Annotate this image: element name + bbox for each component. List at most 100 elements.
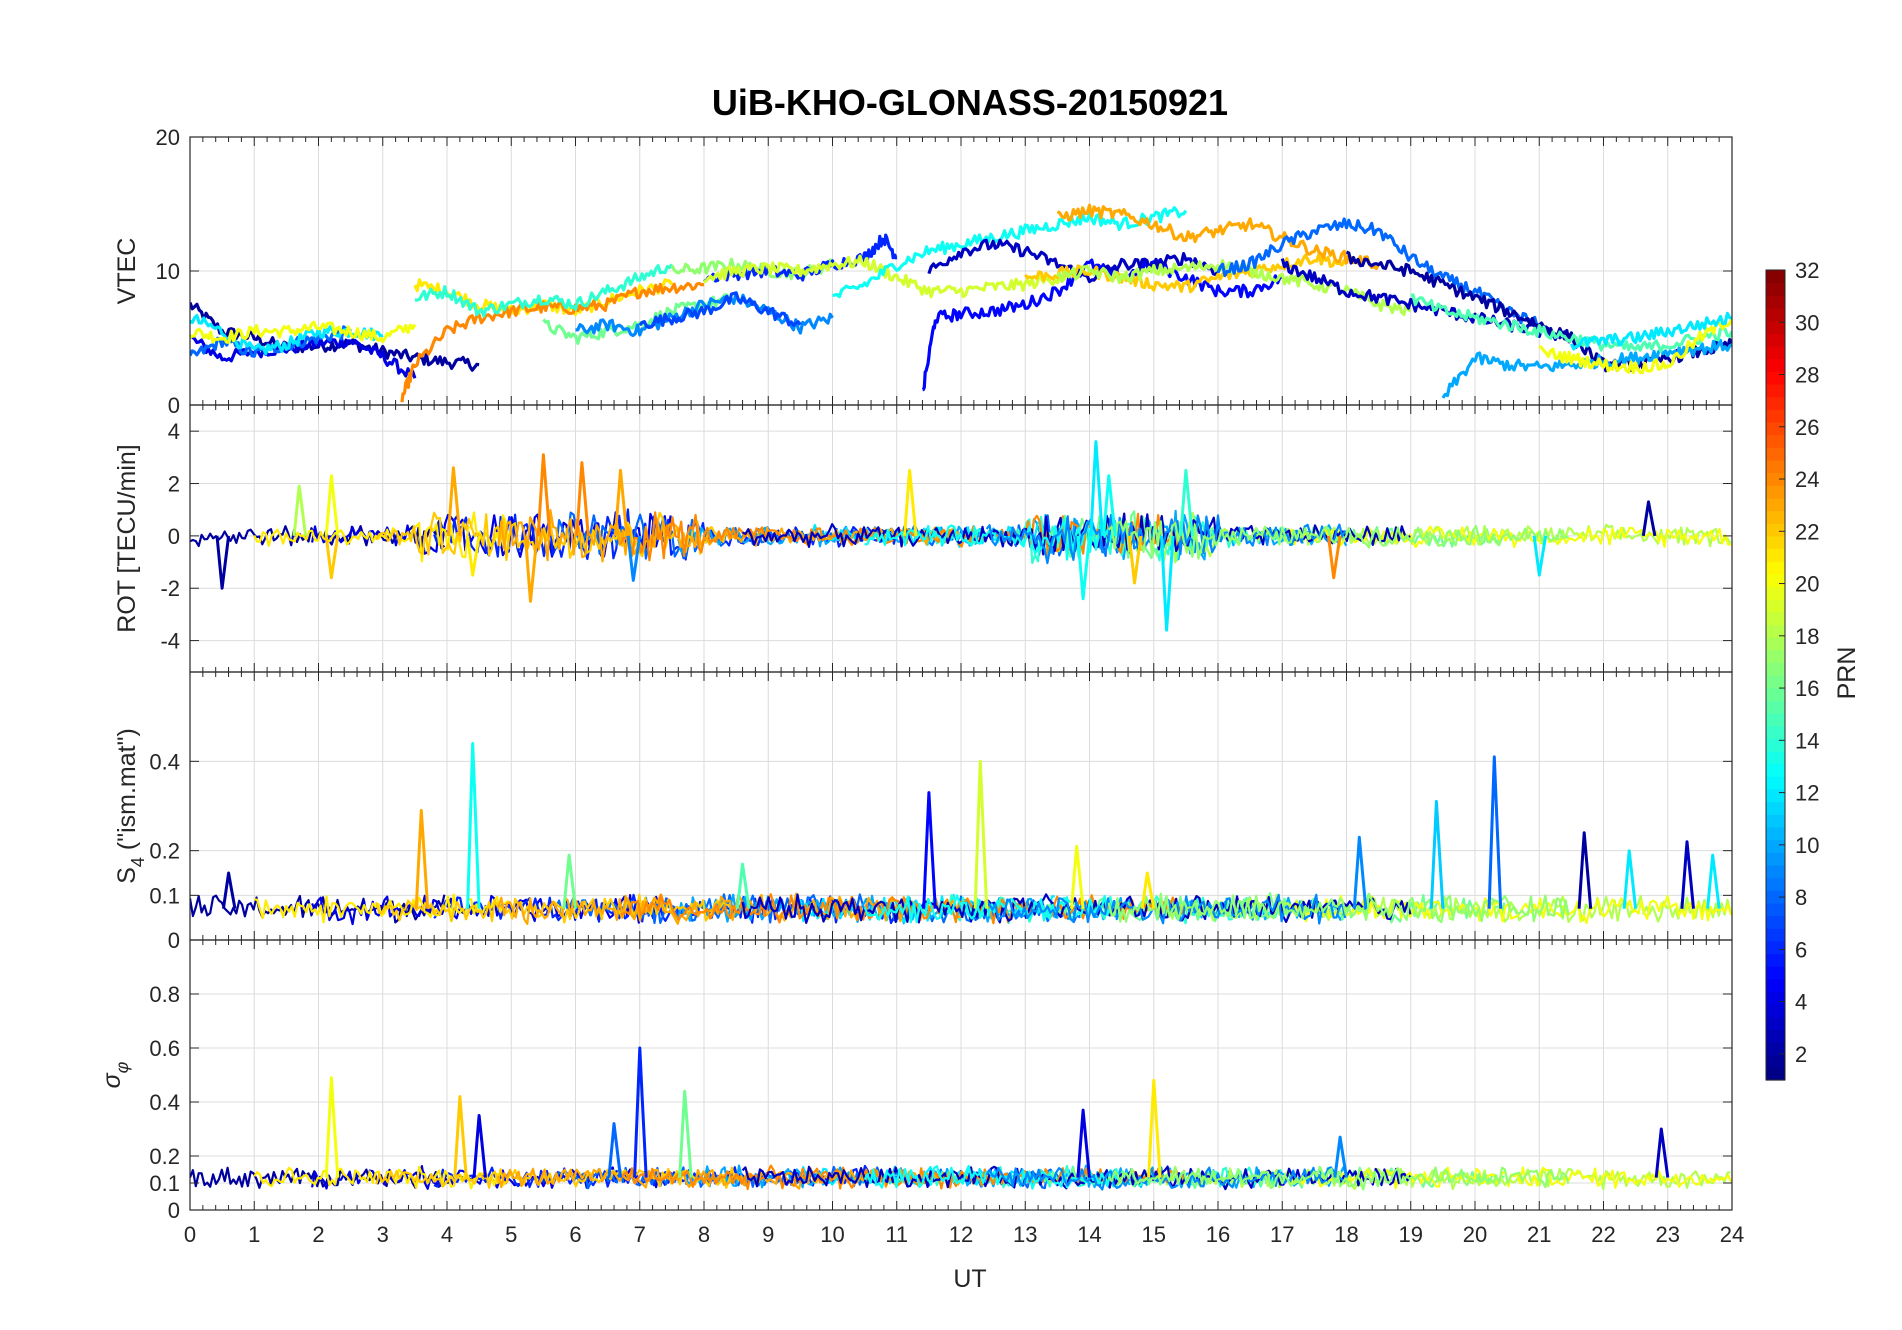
series-prn-13 <box>832 206 1188 299</box>
series-prn-3 <box>1280 258 1573 342</box>
y-tick-label: 0.4 <box>149 1090 180 1115</box>
x-tick-label: 13 <box>1013 1222 1037 1247</box>
colorbar-cell <box>1766 510 1785 524</box>
colorbar-cell <box>1766 738 1785 752</box>
x-tick-label: 5 <box>505 1222 517 1247</box>
colorbar-tick-label: 2 <box>1795 1042 1807 1067</box>
x-ticks <box>189 940 1733 1210</box>
data-layer <box>190 1046 1732 1191</box>
spike-prn-2 <box>1641 500 1657 537</box>
chart-title: UiB-KHO-GLONASS-20150921 <box>712 82 1228 123</box>
spike-prn-13 <box>1076 535 1091 601</box>
x-tick-label: 16 <box>1206 1222 1230 1247</box>
data-layer <box>190 203 1732 403</box>
colorbar-tick-label: 28 <box>1795 363 1819 388</box>
x-tick-label: 3 <box>377 1222 389 1247</box>
y-axis-label: S4 ("ism.mat") <box>113 728 148 884</box>
colorbar-cell <box>1766 485 1785 499</box>
colorbar-cell <box>1766 611 1785 625</box>
series-prn-20 <box>190 320 417 344</box>
spike-prn-11 <box>1429 800 1445 909</box>
spike-prn-18 <box>292 484 308 537</box>
colorbar-cell <box>1766 928 1785 942</box>
colorbar-cell <box>1766 396 1785 410</box>
colorbar-cell <box>1766 675 1785 689</box>
colorbar-cell <box>1766 333 1785 347</box>
series-prn-20 <box>1538 317 1732 375</box>
x-axis-label: UT <box>953 1265 986 1293</box>
colorbar-tick-label: 14 <box>1795 728 1819 753</box>
colorbar-cell <box>1766 649 1785 663</box>
y-axis-label-sub: 4 <box>128 857 148 867</box>
colorbar-cell <box>1766 902 1785 917</box>
spike-prn-23 <box>446 466 462 537</box>
x-tick-label: 1 <box>248 1222 260 1247</box>
series-prn-8 <box>1216 217 1541 328</box>
spike-prn-4 <box>472 1114 487 1178</box>
x-tick-label: 21 <box>1527 1222 1551 1247</box>
colorbar-cell <box>1766 1029 1785 1043</box>
spike-prn-21 <box>466 535 481 577</box>
colorbar-cell <box>1766 282 1785 296</box>
y-tick-label: 10 <box>156 259 180 284</box>
series-prn-19 <box>703 254 1091 299</box>
colorbar-cell <box>1766 586 1785 600</box>
spike-prn-14 <box>1179 468 1194 537</box>
colorbar-cell <box>1766 890 1785 904</box>
trace-prn-14 <box>921 894 1282 925</box>
spike-prn-8 <box>607 1122 622 1178</box>
x-ticks <box>189 137 1733 405</box>
x-tick-label: 22 <box>1591 1222 1615 1247</box>
x-tick-label: 17 <box>1270 1222 1294 1247</box>
series-prn-7 <box>638 291 802 329</box>
colorbar-cell <box>1766 839 1785 853</box>
spike-prn-3 <box>1680 840 1695 909</box>
colorbar-cell <box>1766 358 1785 372</box>
colorbar-cell <box>1766 270 1785 284</box>
colorbar-cell <box>1766 700 1785 714</box>
x-tick-label: 15 <box>1142 1222 1166 1247</box>
colorbar-cell <box>1766 472 1785 486</box>
colorbar-cell <box>1766 1067 1785 1081</box>
colorbar-cell <box>1766 295 1785 309</box>
spike-prn-21 <box>1140 871 1156 909</box>
colorbar-tick-label: 4 <box>1795 990 1807 1015</box>
spike-prn-24 <box>536 453 552 537</box>
spike-prn-13 <box>1102 474 1117 537</box>
colorbar-cell <box>1766 548 1785 562</box>
spike-prn-12 <box>1706 853 1721 909</box>
colorbar-tick-label: 8 <box>1795 885 1807 910</box>
x-tick-label: 23 <box>1656 1222 1680 1247</box>
colorbar-cell <box>1766 940 1785 955</box>
colorbar-cell <box>1766 713 1785 727</box>
x-tick-label: 24 <box>1720 1222 1744 1247</box>
spike-prn-9 <box>1333 1135 1348 1178</box>
colorbar-cell <box>1766 1004 1785 1018</box>
y-axis-label-part: ("ism.mat") <box>113 728 141 857</box>
colorbar-tick-label: 24 <box>1795 467 1819 492</box>
spike-prn-23 <box>613 468 629 537</box>
panel-3: 0.1 0.2 0.4 0 S4 ("ism.mat") <box>113 671 1733 953</box>
colorbar-cell <box>1766 599 1785 613</box>
spike-prn-24 <box>575 461 590 537</box>
colorbar-cell <box>1766 864 1785 879</box>
spike-prn-6 <box>633 1046 648 1178</box>
spike-prn-8 <box>1487 755 1503 909</box>
spike-prn-22 <box>1127 535 1143 585</box>
trace-prn-13 <box>863 894 1120 924</box>
spike-prn-9 <box>626 535 642 582</box>
colorbar-cell <box>1766 953 1785 967</box>
colorbar-cell <box>1766 523 1785 537</box>
x-tick-label: 8 <box>698 1222 710 1247</box>
colorbar-cell <box>1766 978 1785 993</box>
y-axis-label: VTEC <box>113 238 141 305</box>
y-tick-label: 4 <box>168 419 180 444</box>
colorbar-cell <box>1766 763 1785 777</box>
colorbar-cell <box>1766 320 1785 334</box>
y-tick-label: 0.8 <box>149 982 180 1007</box>
x-tick-label: 18 <box>1334 1222 1358 1247</box>
data-layer <box>190 440 1732 632</box>
y-axis-label-part: S <box>113 867 141 884</box>
